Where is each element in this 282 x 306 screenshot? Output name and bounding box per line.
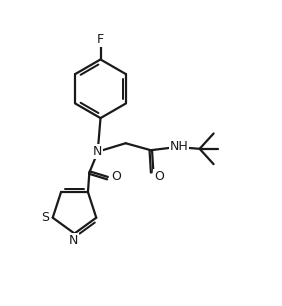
Text: O: O [154, 170, 164, 183]
Text: F: F [97, 33, 104, 47]
Text: O: O [111, 170, 121, 183]
Text: N: N [93, 145, 102, 158]
Text: S: S [41, 211, 49, 224]
Text: N: N [69, 234, 78, 247]
Text: NH: NH [169, 140, 188, 153]
